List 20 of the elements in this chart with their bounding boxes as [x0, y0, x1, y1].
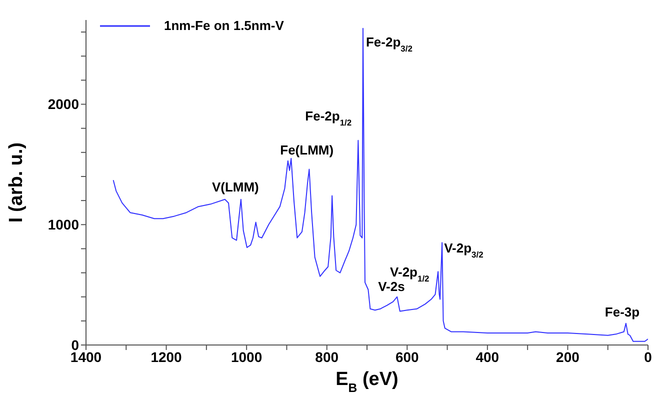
- x-tick-label: 600: [395, 348, 420, 365]
- x-tick-label: 200: [556, 348, 580, 365]
- y-axis-title: I (arb. u.): [6, 142, 27, 223]
- x-tick-label: 0: [644, 348, 652, 365]
- annotation: Fe-2p$_{1/2}$: [305, 108, 352, 128]
- x-axis-title: E$_{B}$ (eV): [336, 369, 398, 395]
- y-tick-label: 1000: [48, 216, 80, 233]
- x-tick-label: 800: [315, 348, 339, 365]
- annotation: V-2p$_{3/2}$: [444, 240, 484, 260]
- annotation: Fe-3p: [604, 304, 640, 320]
- x-tick-label: 1200: [150, 348, 182, 365]
- annotation: V(LMM): [212, 179, 259, 194]
- annotation: V-2s: [378, 278, 405, 294]
- legend-label: 1nm-Fe on 1.5nm-V: [164, 18, 284, 33]
- x-tick-label: 400: [476, 348, 500, 365]
- annotation: Fe-2p$_{3/2}$: [366, 34, 413, 54]
- annotation: Fe(LMM): [280, 142, 334, 158]
- y-tick-label: 2000: [48, 96, 80, 112]
- y-tick-label: 0: [71, 336, 80, 353]
- x-tick-label: 1000: [230, 348, 262, 365]
